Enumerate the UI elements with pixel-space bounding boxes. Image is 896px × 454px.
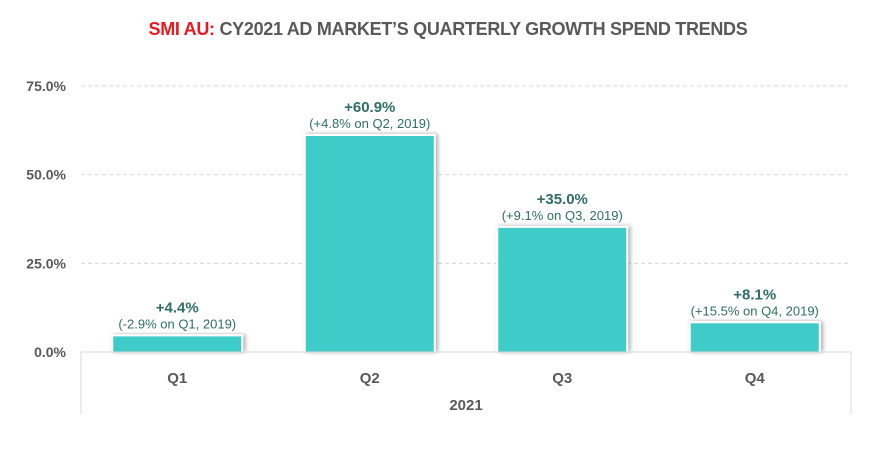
x-tick-label: Q2 (360, 370, 380, 387)
bar-q2 (305, 136, 434, 352)
data-label: +4.4% (156, 299, 199, 316)
y-tick-label: 50.0% (26, 167, 66, 183)
data-sublabel: (-2.9% on Q1, 2019) (118, 316, 236, 331)
data-sublabel: (+4.8% on Q2, 2019) (309, 116, 430, 131)
bar-q4 (690, 323, 819, 352)
data-label: +60.9% (344, 99, 395, 116)
data-sublabel: (+9.1% on Q3, 2019) (502, 208, 623, 223)
y-tick-label: 0.0% (34, 344, 66, 360)
x-tick-label: Q1 (167, 370, 187, 387)
chart-title: SMI AU: CY2021 AD MARKET’S QUARTERLY GRO… (0, 19, 896, 40)
chart-title-brand: SMI AU: (148, 19, 216, 39)
bar-q3 (498, 227, 627, 352)
bar-q1 (113, 336, 242, 352)
data-label: +35.0% (537, 191, 588, 208)
x-tick-label: Q3 (552, 370, 572, 387)
x-group-label: 2021 (449, 397, 482, 414)
y-tick-label: 25.0% (26, 255, 66, 271)
data-sublabel: (+15.5% on Q4, 2019) (691, 303, 819, 318)
y-tick-label: 75.0% (26, 78, 66, 94)
data-label: +8.1% (733, 286, 776, 303)
x-tick-label: Q4 (745, 370, 766, 387)
chart-title-text: CY2021 AD MARKET’S QUARTERLY GROWTH SPEN… (214, 19, 748, 39)
